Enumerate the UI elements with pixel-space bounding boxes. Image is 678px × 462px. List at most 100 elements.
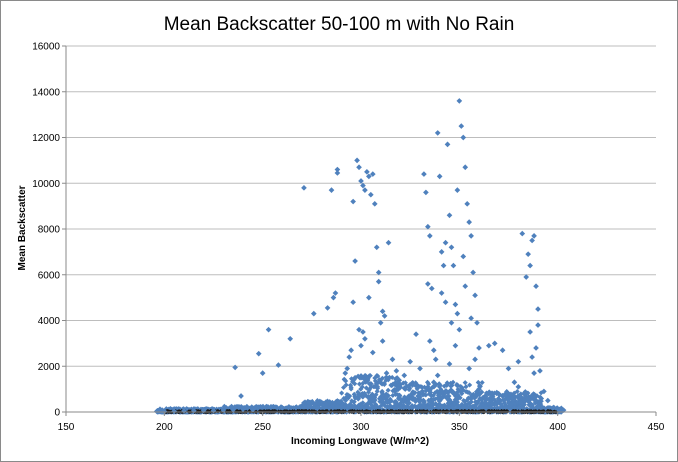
data-point [379,338,386,344]
data-point [476,345,482,351]
x-tick-label: 200 [156,422,173,433]
data-point [486,342,492,349]
data-point [457,395,463,401]
data-point [402,380,408,386]
data-point [362,335,368,342]
data-point [438,395,444,401]
data-point [431,384,437,390]
data-point [332,290,339,296]
x-tick-label: 400 [549,422,566,433]
data-point [334,166,341,173]
data-point [323,401,330,407]
data-point [401,385,407,391]
x-tick-label: 300 [353,422,370,433]
y-tick-label: 4000 [38,316,61,327]
data-point [364,378,370,384]
data-point [410,404,416,410]
data-point [371,201,378,207]
data-point [523,274,530,280]
x-tick-label: 250 [254,422,271,433]
data-point [409,382,416,388]
data-point [460,253,467,260]
data-point [393,387,399,393]
data-point [404,400,410,406]
data-point [368,381,374,387]
data-point [511,379,518,386]
y-tick-label: 12000 [32,133,60,144]
data-point [348,386,354,392]
data-point [306,399,312,405]
data-point [339,390,345,396]
data-point [417,390,423,397]
data-point [443,390,449,396]
data-point [527,262,533,269]
data-point [529,237,535,244]
data-point [462,164,469,171]
data-point [438,249,445,255]
data-point [453,397,459,403]
data-point [464,397,470,403]
data-point [347,382,354,388]
data-point [356,381,363,387]
data-point [344,391,350,398]
chart-title: Mean Backscatter 50-100 m with No Rain [163,14,515,35]
data-point [554,405,561,412]
data-point [240,406,246,413]
data-point [446,361,453,367]
data-point [407,358,413,365]
gridlines [66,45,656,367]
data-point [330,402,336,409]
x-tick-label: 450 [648,422,665,433]
data-point [413,331,419,338]
data-point [430,379,437,386]
data-point [460,404,467,410]
data-point [301,184,307,191]
data-point [329,399,335,405]
data-point [250,406,256,413]
data-point [232,364,238,371]
data-point [444,141,451,148]
data-point [458,383,464,390]
data-point [452,301,459,308]
data-point [350,198,356,205]
data-point [454,187,461,193]
data-point [385,398,391,404]
data-point [157,406,163,412]
y-tick-label: 0 [54,408,60,419]
data-point [535,322,541,328]
data-point [393,376,399,382]
data-point [405,394,411,400]
data-point [510,395,516,401]
data-point [375,384,381,390]
data-point [479,379,485,386]
data-point [393,391,399,398]
data-point [476,391,483,398]
data-point [442,239,449,246]
data-point [417,365,423,372]
data-point [424,385,430,391]
data-point [396,392,403,398]
data-point [454,310,461,317]
data-point [537,395,543,401]
data-point [478,397,484,403]
data-point [450,404,456,410]
data-point [505,365,512,372]
data-point [476,386,482,392]
y-tick-label: 10000 [32,179,60,190]
data-point [385,387,391,393]
data-point [314,398,320,404]
data-point [377,319,384,326]
data-point [268,404,274,410]
y-tick-label: 8000 [38,225,61,236]
data-point [525,395,531,402]
data-point [255,350,262,357]
data-point [265,326,272,333]
data-point [367,373,373,379]
x-axis-title: Incoming Longwave (W/m^2) [291,436,429,447]
data-point [458,123,465,129]
data-point [506,396,512,402]
y-axis-title: Mean Backscatter [17,185,28,270]
data-point [450,389,456,395]
data-point [397,381,404,388]
data-point [301,400,307,406]
